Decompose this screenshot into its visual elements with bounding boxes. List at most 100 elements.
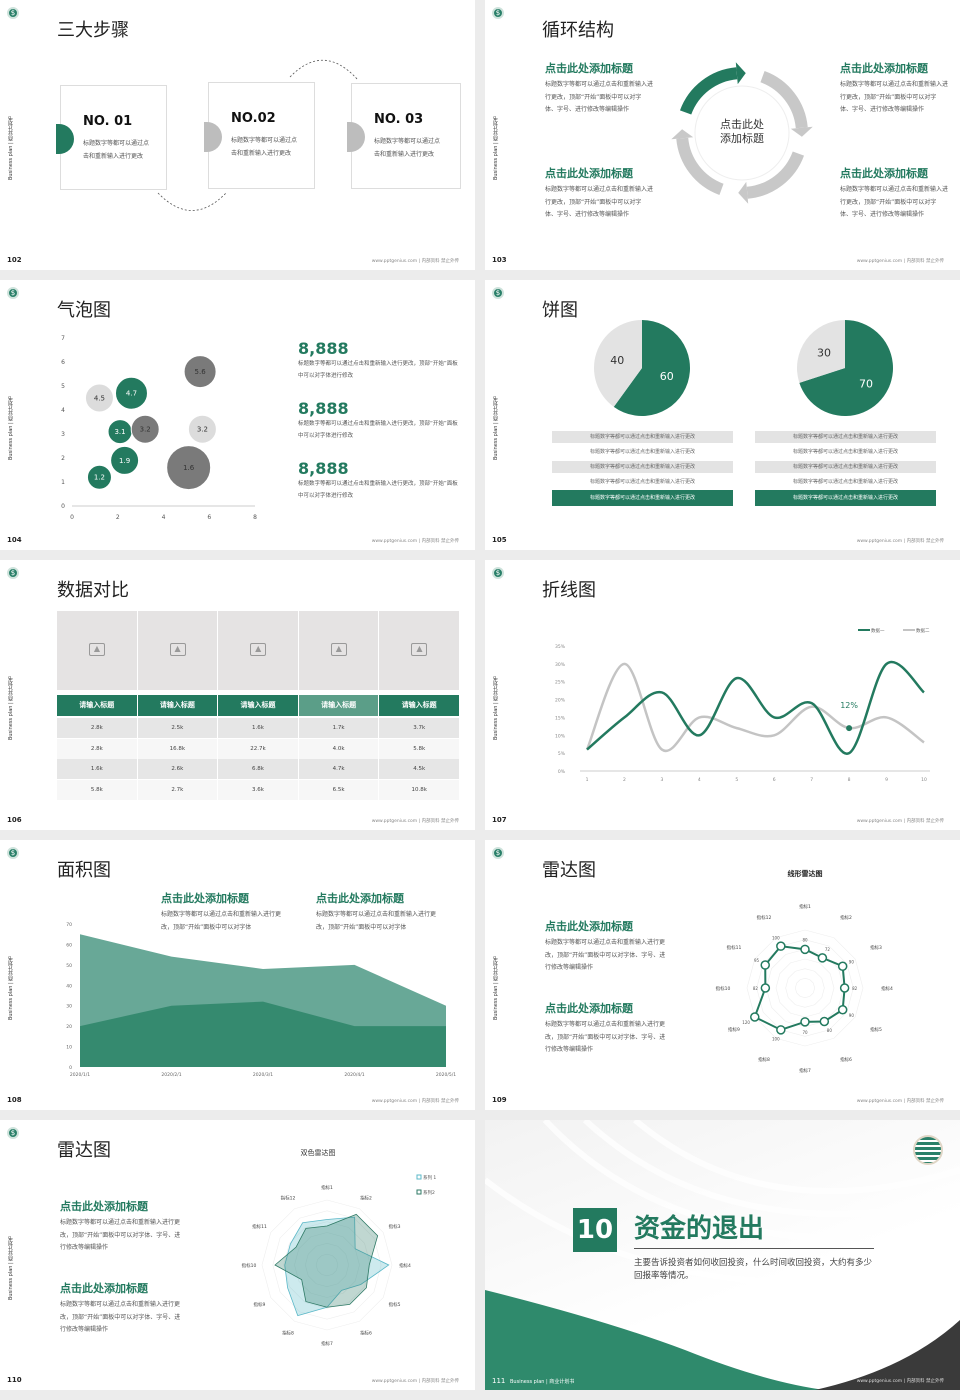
radar-value-label: 80: [827, 1028, 833, 1033]
y-tick-label: 50: [66, 963, 72, 969]
table-header: 请输入标题: [298, 695, 379, 716]
x-tick-label: 4: [698, 777, 701, 783]
slide-108[interactable]: $ 面积图 Business plan | 商业计划书 0 10 20 30 40 50 6…: [0, 840, 475, 1110]
y-tick-label: 30: [66, 1004, 72, 1010]
image-placeholder-icon: ▲: [411, 643, 428, 656]
radar-axis-label: 指标11: [252, 1223, 267, 1230]
step-connectors: [157, 59, 359, 211]
radar-grid-ring: [795, 978, 815, 998]
legend-label: 系列 1: [423, 1174, 436, 1181]
block-body: 标题数字等都可以通过点击和重新输入进行更改，顶部“开始”面板中可以对字体: [316, 911, 437, 931]
text-block: 点击此处添加标题 标题数字等都可以通过点击和重新输入进行更改，顶部“开始”面板中可…: [545, 918, 667, 975]
slide-103[interactable]: $ 循环结构 Business plan | 商业计划书 点击此处添加标题 点击…: [485, 0, 960, 270]
radar-point: [839, 983, 850, 993]
image-placeholder: ▲: [57, 611, 137, 690]
radar-axis-label: 指标8: [758, 1056, 770, 1063]
radar-value-label: 70: [802, 1030, 808, 1035]
radar-point: [819, 1016, 830, 1027]
radar-axis-label: 指标3: [389, 1223, 401, 1230]
series-line-2: [585, 662, 925, 753]
stat-value: 8,888: [298, 339, 349, 358]
image-placeholder: ▲: [298, 611, 379, 690]
slide-title: 饼图: [542, 300, 578, 321]
radar-axis-label: 指标5: [389, 1301, 401, 1308]
table-cell: 4.0k: [298, 738, 379, 759]
footer: www.pptgenius.com | 内部资料 禁止外传: [371, 819, 459, 824]
step-number: NO. 03: [374, 112, 424, 127]
footer: www.pptgenius.com | 内部资料 禁止外传: [856, 539, 944, 544]
x-tick-label: 2: [116, 514, 120, 521]
stat-value: 8,888: [298, 399, 349, 418]
table-cell: 6.5k: [298, 779, 379, 800]
bubble: [166, 445, 212, 491]
y-tick-label: 10%: [555, 733, 566, 739]
page-number: 103: [492, 256, 507, 264]
logo-icon: $: [7, 567, 19, 579]
image-placeholder-icon: ▲: [169, 643, 186, 656]
slide-102[interactable]: $ 三大步骤 Business plan | 商业计划书 NO. 01 标题数字等…: [0, 0, 475, 270]
list-row: 标题数字等都可以通过点击和重新输入进行更改: [755, 431, 936, 443]
table-cell: 2.5k: [137, 718, 218, 738]
radar-axis-label: 指标4: [399, 1262, 411, 1269]
semicircle-marker: [204, 121, 222, 152]
y-tick-label: 35%: [555, 644, 566, 650]
table-cell: 22.7k: [218, 738, 298, 759]
block-title: 点击此处添加标题: [840, 62, 928, 75]
bubble-label: 1.2: [94, 474, 105, 482]
slide-105[interactable]: $ 饼图 Business plan | 商业计划书 60 40 70 30 标题数字…: [485, 280, 960, 550]
bubble: [114, 376, 148, 410]
radar-axis-label: 指标7: [321, 1340, 333, 1347]
block-title: 点击此处添加标题: [316, 892, 404, 905]
slide-106[interactable]: $ 数据对比 Business plan | 商业计划书 ▲ 请输入标题 ▲ 请输入标…: [0, 560, 475, 830]
radar-point: [837, 1005, 848, 1015]
radar-value-label: 90: [849, 959, 855, 964]
step-text: 标题数字等都可以通过点击和重新输入进行更改: [83, 140, 150, 160]
radar-axis-label: 指标9: [254, 1301, 266, 1308]
radar-value-label: 100: [772, 935, 780, 940]
cycle-arrow-arc: [760, 70, 808, 129]
slide-109[interactable]: $ 雷达图 Business plan | 商业计划书 线形雷达图 指标1 指标2 指…: [485, 840, 960, 1110]
dashed-arc-lower: [157, 192, 227, 211]
table-cell: 4.7k: [298, 759, 379, 779]
radar-point: [837, 961, 848, 971]
x-tick-label: 7: [810, 777, 813, 783]
bubble-label: 4.7: [126, 390, 137, 398]
legend-label: 数据一: [871, 627, 885, 634]
image-placeholder-icon: ▲: [89, 643, 105, 656]
image-placeholder: ▲: [137, 611, 218, 690]
radar-grid-ring: [283, 1221, 371, 1309]
radar-axis-label: 指标2: [840, 914, 852, 921]
step-number: NO.02: [231, 111, 276, 126]
radar-point: [760, 983, 771, 993]
dark-wave: [815, 1320, 960, 1390]
legend-label: 数据二: [916, 627, 930, 634]
slide-title: 折线图: [542, 580, 596, 601]
y-tick-label: 5: [61, 383, 65, 390]
list-row: 标题数字等都可以通过点击和重新输入进行更改: [552, 446, 733, 458]
block-title: 点击此处添加标题: [545, 167, 633, 180]
footer: www.pptgenius.com | 内部资料 禁止外传: [371, 259, 459, 264]
image-placeholder: ▲: [218, 611, 298, 690]
text-block: 点击此处添加标题 标题数字等都可以通过点击和重新输入进行更改，顶部“开始”面板中可…: [545, 1000, 667, 1057]
y-tick-label: 25%: [555, 680, 566, 686]
footer: www.pptgenius.com | 内部资料 禁止外传: [371, 1099, 459, 1104]
slide-107[interactable]: $ 折线图 Business plan | 商业计划书 0% 5% 10% 15% 20…: [485, 560, 960, 830]
block-body: 标题数字等都可以通过点击和重新输入进行更改，顶部“开始”面板中可以对字体、字号、…: [60, 1219, 181, 1251]
page-number: 107: [492, 816, 507, 824]
slide-110[interactable]: $ 雷达图 Business plan | 商业计划书 双色雷达图 指标1 指标2 指…: [0, 1120, 475, 1390]
image-placeholder-icon: ▲: [250, 643, 267, 656]
slide-111-section-cover[interactable]: 10 资金的退出 主要告诉投资者如何收回投资，什么时间收回投资，大约有多少回报率…: [485, 1120, 960, 1390]
cycle-arrow-arc: [746, 151, 805, 199]
x-tick-label: 10: [921, 777, 927, 783]
radar-axis-label: 指标1: [321, 1184, 333, 1191]
center-circle: [694, 85, 790, 181]
radar-value-label: 80: [802, 937, 808, 942]
x-tick-label: 2020/5/1: [436, 1072, 456, 1078]
page-number: 106: [7, 816, 22, 824]
y-tick-label: 0%: [558, 769, 566, 775]
semicircle-marker: [56, 123, 74, 154]
table-cell: 1.7k: [298, 718, 379, 738]
radar-grid-ring: [775, 958, 835, 1018]
x-tick-label: 6: [773, 777, 776, 783]
